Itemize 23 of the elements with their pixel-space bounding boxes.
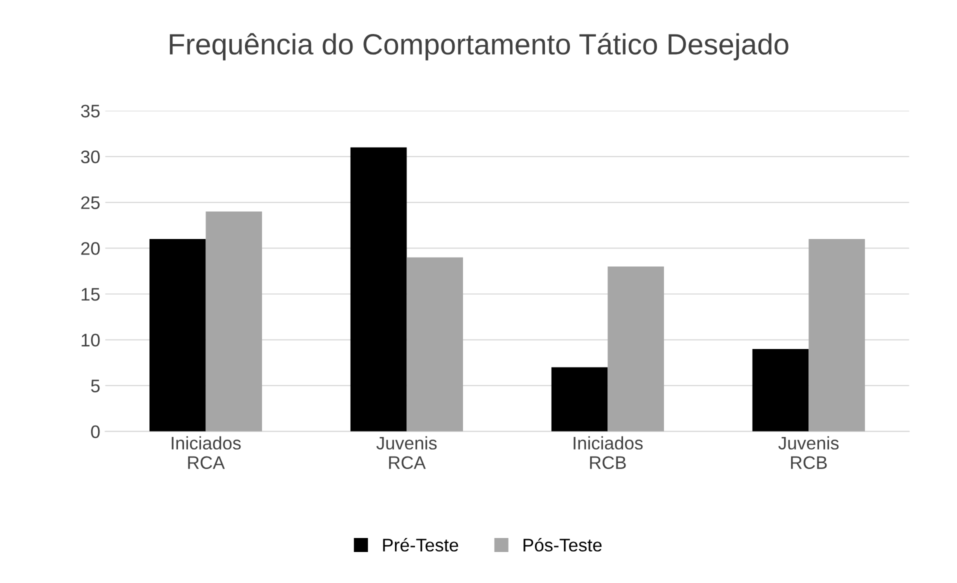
bar — [206, 212, 262, 432]
y-tick-label: 25 — [81, 196, 100, 210]
y-tick-label: 15 — [82, 288, 100, 301]
y-tick-label: 20 — [81, 242, 100, 255]
x-tick-label: Juvenis RCA — [376, 436, 437, 469]
y-tick-label: 0 — [91, 425, 100, 438]
bar — [350, 147, 407, 432]
legend-label: Pré-Teste — [383, 538, 458, 552]
bar — [551, 367, 608, 432]
bar — [808, 239, 865, 432]
y-tick-label: 10 — [82, 334, 100, 347]
chart-title: Frequência do Comportamento Tático Desejado — [170, 32, 788, 60]
bar — [752, 348, 809, 432]
bar — [608, 266, 664, 432]
y-tick-label: 35 — [81, 104, 100, 118]
y-tick-label: 30 — [81, 150, 100, 164]
bar — [149, 239, 206, 432]
x-tick-label: Juvenis RCB — [778, 436, 839, 469]
bar — [406, 257, 463, 432]
legend-label: Pós-Teste — [524, 538, 602, 552]
y-tick-label: 5 — [91, 380, 100, 392]
x-tick-label: Iniciados RCA — [172, 436, 241, 469]
x-tick-label: Iniciados RCB — [574, 436, 643, 469]
